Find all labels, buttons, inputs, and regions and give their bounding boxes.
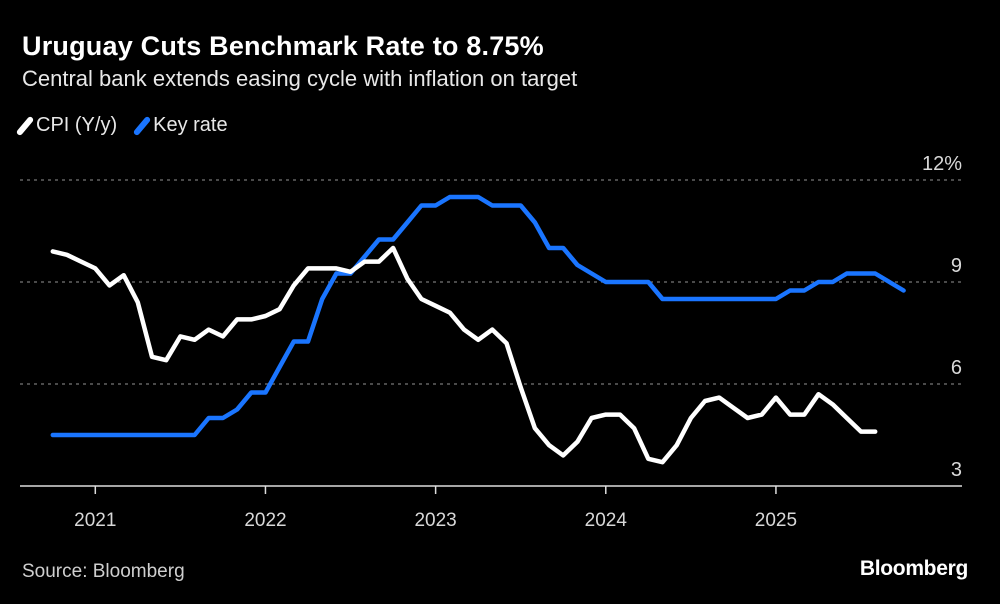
- legend-item-key-rate: Key rate: [132, 114, 228, 137]
- y-tick-label: 9: [951, 255, 962, 277]
- x-tick-label: 2022: [244, 510, 286, 531]
- x-tick-label: 2023: [414, 510, 456, 531]
- legend-item-cpi: CPI (Y/y): [15, 114, 118, 137]
- x-tick-label: 2024: [585, 510, 628, 531]
- legend-label-key-rate: Key rate: [153, 114, 228, 136]
- y-tick-label: 6: [951, 357, 962, 379]
- y-tick-label: 3: [951, 459, 962, 481]
- x-tick-label: 2025: [755, 510, 797, 531]
- key-rate-line: [50, 194, 906, 438]
- x-tick-label: 2021: [74, 510, 116, 531]
- cpi-line: [50, 245, 878, 465]
- chart-subtitle: Central bank extends easing cycle with i…: [22, 66, 578, 91]
- y-tick-label: 12%: [922, 153, 962, 175]
- legend-label-cpi: CPI (Y/y): [36, 114, 118, 136]
- chart-title: Uruguay Cuts Benchmark Rate to 8.75%: [22, 31, 544, 61]
- bloomberg-logo: Bloomberg: [859, 557, 968, 580]
- legend: CPI (Y/y) Key rate: [15, 114, 228, 137]
- source-note: Source: Bloomberg: [22, 561, 185, 582]
